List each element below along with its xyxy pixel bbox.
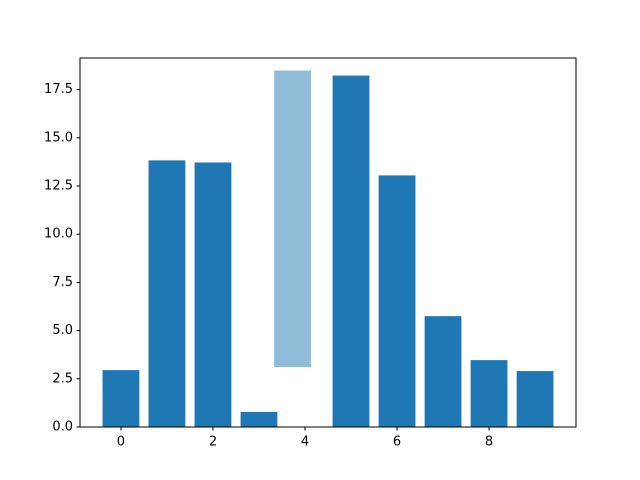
y-tick-label: 17.5 bbox=[44, 82, 73, 97]
bar bbox=[102, 370, 140, 427]
axes-frame bbox=[79, 57, 577, 428]
bar bbox=[470, 360, 508, 427]
bar bbox=[240, 411, 278, 427]
x-tick-label: 0 bbox=[117, 435, 125, 450]
bar bbox=[516, 371, 554, 427]
y-tick-label: 0.0 bbox=[52, 420, 73, 435]
dragged-bar bbox=[274, 70, 311, 368]
bar bbox=[148, 160, 186, 428]
x-tick-label: 6 bbox=[393, 435, 401, 450]
bar bbox=[424, 316, 462, 427]
bar bbox=[332, 75, 370, 427]
y-tick-label: 10.0 bbox=[44, 227, 73, 242]
y-tick-label: 7.5 bbox=[52, 275, 73, 290]
x-tick-label: 4 bbox=[301, 435, 309, 450]
y-tick-label: 15.0 bbox=[44, 130, 73, 145]
bar bbox=[378, 175, 416, 427]
y-tick-label: 2.5 bbox=[52, 371, 73, 386]
x-tick-label: 8 bbox=[485, 435, 493, 450]
y-tick-label: 5.0 bbox=[52, 323, 73, 338]
x-tick-label: 2 bbox=[209, 435, 217, 450]
y-tick-label: 12.5 bbox=[44, 179, 73, 194]
bar bbox=[194, 162, 232, 427]
